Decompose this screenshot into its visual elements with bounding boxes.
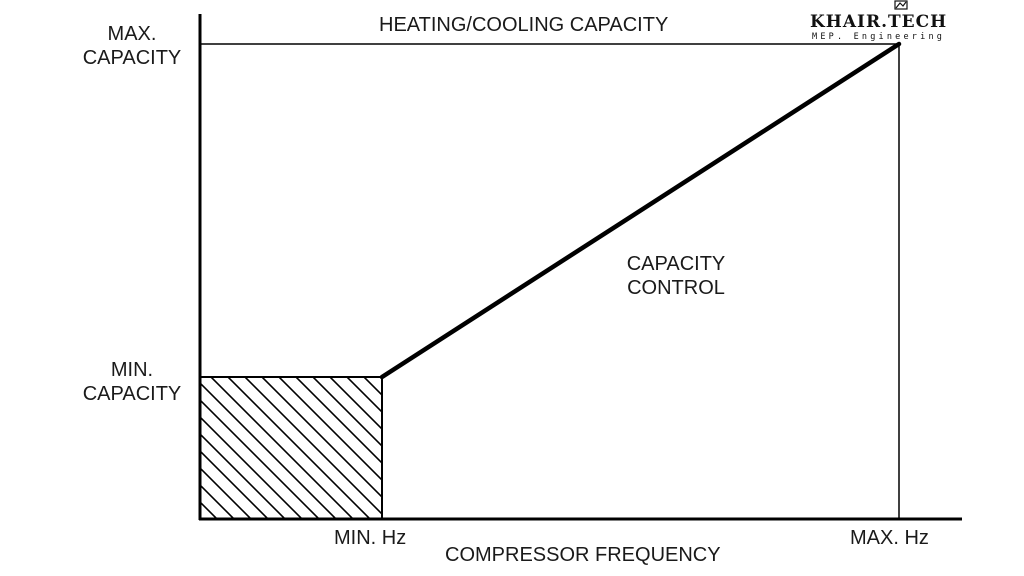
capacity-control-label-line1: CAPACITY <box>626 253 726 275</box>
hatch-stroke <box>200 398 320 519</box>
min-capacity-label: MIN. CAPACITY <box>72 358 192 406</box>
hatch-stroke <box>398 377 540 519</box>
hatch-stroke <box>278 377 382 482</box>
logo-brand: KHAIR.TECH <box>810 12 948 32</box>
hatch-stroke <box>200 483 235 519</box>
min-capacity-label-line1: MIN. <box>110 359 154 381</box>
max-capacity-label-line1: MAX. <box>107 23 157 45</box>
logo-tagline: MEP. Engineering <box>812 32 946 42</box>
hatch-stroke <box>466 377 608 519</box>
hatch-stroke <box>346 377 382 414</box>
hatch-stroke <box>227 377 371 519</box>
hatch-stroke <box>200 432 286 519</box>
hatch-stroke <box>200 381 337 519</box>
hatch-stroke <box>200 449 269 519</box>
hatch-stroke <box>261 377 382 499</box>
hatch-stroke <box>483 377 625 519</box>
x-axis-title: COMPRESSOR FREQUENCY <box>445 544 721 566</box>
min-capacity-label-line2: CAPACITY <box>82 383 182 405</box>
top-line-label: HEATING/COOLING CAPACITY <box>379 14 669 36</box>
capacity-control-line <box>379 41 902 380</box>
hatch-stroke <box>329 377 382 431</box>
hatch-stroke <box>363 377 382 397</box>
hatch-stroke <box>244 377 382 516</box>
capacity-control-label: CAPACITY CONTROL <box>606 252 746 300</box>
hatch-stroke <box>380 377 382 380</box>
capacity-control-label-line2: CONTROL <box>627 277 725 299</box>
hatch-stroke <box>200 466 252 519</box>
logo-mark-icon <box>894 0 908 10</box>
hatch-stroke <box>517 377 659 519</box>
max-capacity-label-line2: CAPACITY <box>82 47 182 69</box>
hatch-stroke <box>200 415 303 519</box>
khairtech-logo: KHAIR.TECH MEP. Engineering <box>806 0 1000 48</box>
min-capacity-region <box>199 376 383 520</box>
hatch-stroke <box>210 377 354 519</box>
max-hz-label: MAX. Hz <box>850 527 929 549</box>
hatch-stroke <box>449 377 591 519</box>
min-hz-label: MIN. Hz <box>334 527 407 549</box>
hatch-stroke <box>432 377 574 519</box>
hatch-stroke <box>500 377 642 519</box>
hatch-stroke <box>312 377 382 448</box>
max-capacity-label: MAX. CAPACITY <box>72 22 192 70</box>
hatch-stroke <box>415 377 557 519</box>
hatch-stroke <box>295 377 382 465</box>
